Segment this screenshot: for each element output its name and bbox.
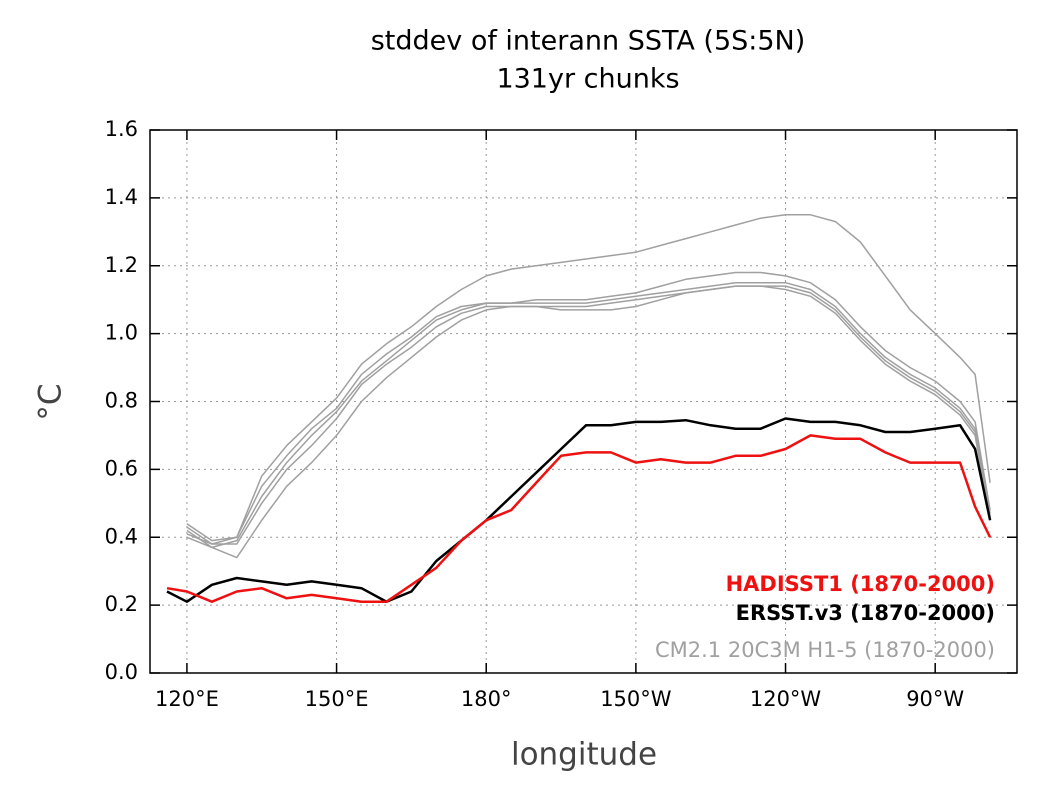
data-line [186,285,991,545]
legend-entry: HADISST1 (1870-2000) [726,572,995,596]
x-tick-label: 90°W [906,687,964,711]
y-axis-label: °C [33,383,69,420]
y-tick-label: 0.8 [105,389,138,413]
y-tick-label: 1.2 [105,253,138,277]
y-tick-label: 1.0 [105,321,138,345]
data-line [186,214,991,542]
data-line [186,285,991,559]
legend-entry: ERSST.v3 (1870-2000) [736,601,995,625]
x-tick-label: 180° [461,687,512,711]
chart-title: stddev of interann SSTA (5S:5N) [371,26,806,57]
x-tick-label: 150°W [600,687,672,711]
x-tick-label: 120°W [750,687,822,711]
y-tick-label: 0.4 [105,524,138,548]
y-tick-label: 0.0 [105,660,138,684]
data-line [186,271,991,545]
y-tick-label: 1.6 [105,117,138,141]
legend-entry: CM2.1 20C3M H1-5 (1870-2000) [655,638,995,662]
data-line [166,417,992,603]
y-tick-label: 0.2 [105,592,138,616]
data-line [186,281,991,549]
plot-frame [149,129,1018,674]
x-axis-label: longitude [511,737,657,773]
y-tick-label: 0.6 [105,456,138,480]
y-tick-label: 1.4 [105,185,138,209]
x-tick-label: 150°E [305,687,369,711]
data-line [166,434,992,603]
chart-subtitle: 131yr chunks [496,64,679,95]
x-tick-label: 120°E [155,687,219,711]
